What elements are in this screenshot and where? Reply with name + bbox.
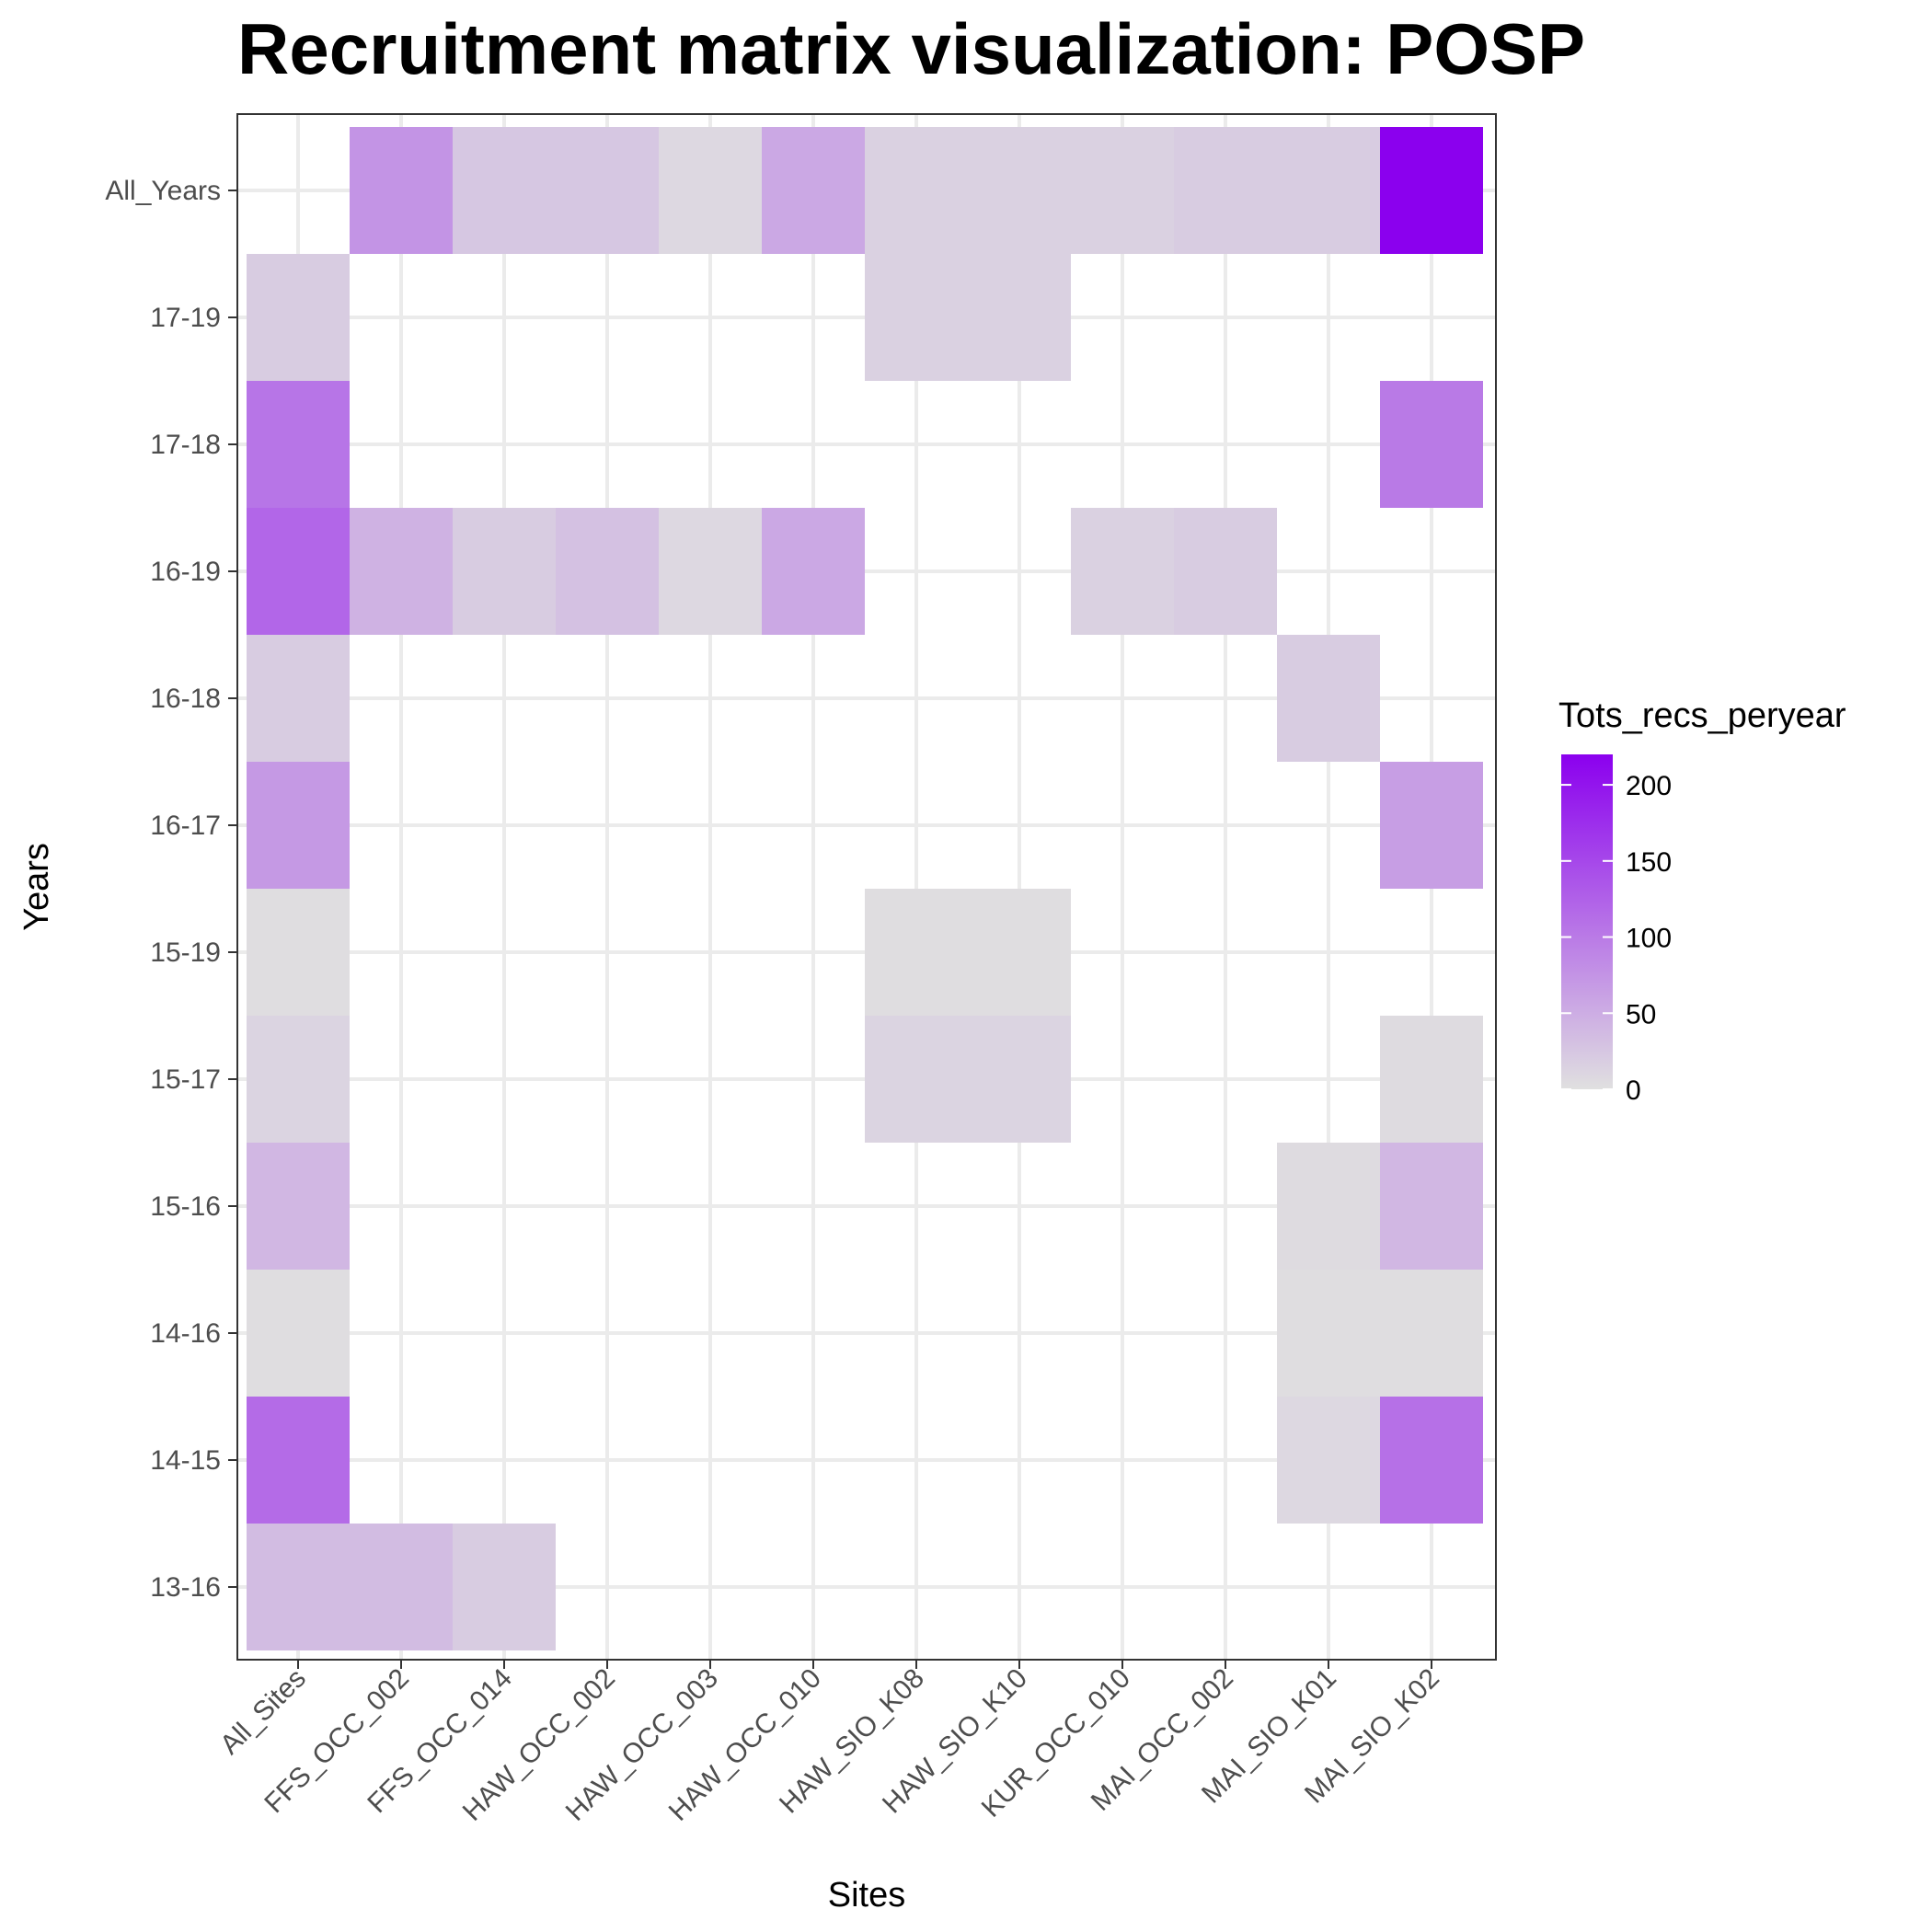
heatmap-cell-mai_sio_k02-15-17 [1380, 1016, 1483, 1143]
heatmap-cell-all_sites-15-16 [247, 1143, 350, 1270]
heatmap-cell-haw_sio_k10-15-17 [968, 1016, 1071, 1143]
heatmap-cell-all_sites-13-16 [247, 1524, 350, 1650]
heatmap-cell-kur_occ_010-16-19 [1071, 508, 1174, 635]
x-axis-title: Sites [828, 1876, 905, 1915]
heatmap-cell-all_sites-14-16 [247, 1270, 350, 1397]
heatmap-cell-haw_occ_003-all_years [659, 127, 762, 254]
y-tick-label: 15-19 [150, 937, 221, 968]
y-tick-label: 17-18 [150, 430, 221, 460]
legend-tick-label: 100 [1626, 924, 1672, 954]
heatmap-cell-all_sites-15-17 [247, 1016, 350, 1143]
y-tick-label: 13-16 [150, 1572, 221, 1603]
x-axis: All_SitesFFS_OCC_002FFS_OCC_014HAW_OCC_0… [214, 1660, 1445, 1827]
heatmap-cell-haw_sio_k08-17-19 [865, 254, 968, 381]
heatmap-cell-mai_sio_k01-15-16 [1277, 1143, 1380, 1270]
heatmap-cell-mai_sio_k02-14-15 [1380, 1397, 1483, 1524]
legend-tick-label: 0 [1626, 1075, 1641, 1106]
heatmap-cell-mai_sio_k01-14-16 [1277, 1270, 1380, 1397]
heatmap-cell-ffs_occ_014-16-19 [453, 508, 556, 635]
y-tick-label: 16-18 [150, 684, 221, 714]
heatmap-cell-haw_occ_003-16-19 [659, 508, 762, 635]
heatmap-cell-mai_sio_k02-all_years [1380, 127, 1483, 254]
heatmap-cell-ffs_occ_014-13-16 [453, 1524, 556, 1650]
legend-tick-label: 200 [1626, 771, 1672, 801]
legend-title: Tots_recs_peryear [1558, 696, 1846, 735]
y-tick-label: 16-19 [150, 557, 221, 587]
legend-colorbar [1561, 754, 1613, 1089]
y-tick-label: All_Years [105, 176, 221, 206]
heatmap-cell-haw_sio_k10-15-19 [968, 889, 1071, 1016]
heatmap-cell-mai_sio_k02-16-17 [1380, 762, 1483, 889]
heatmap-cell-mai_sio_k02-14-16 [1380, 1270, 1483, 1397]
y-tick-label: 15-16 [150, 1191, 221, 1222]
heatmap-cell-ffs_occ_002-16-19 [350, 508, 453, 635]
y-tick-label: 15-17 [150, 1064, 221, 1095]
y-tick-label: 17-19 [150, 303, 221, 333]
heatmap-cell-haw_occ_002-16-19 [556, 508, 659, 635]
heatmap-cell-ffs_occ_002-13-16 [350, 1524, 453, 1650]
plot-border [236, 113, 1497, 1661]
heatmap-cell-mai_sio_k01-all_years [1277, 127, 1380, 254]
heatmap-cell-haw_sio_k10-17-19 [968, 254, 1071, 381]
heatmap-cell-haw_occ_002-all_years [556, 127, 659, 254]
heatmap-cell-all_sites-16-19 [247, 508, 350, 635]
heatmap-cell-haw_sio_k08-15-17 [865, 1016, 968, 1143]
heatmap-cell-mai_occ_002-all_years [1174, 127, 1277, 254]
heatmap-cell-ffs_occ_014-all_years [453, 127, 556, 254]
heatmap-cell-haw_occ_010-16-19 [762, 508, 865, 635]
y-tick-label: 16-17 [150, 811, 221, 841]
y-axis: All_Years 17-19 17-18 16-19 16-18 16-17 15-19 1… [105, 176, 237, 1603]
heatmap-cell-mai_sio_k02-15-16 [1380, 1143, 1483, 1270]
heatmap-cell-ffs_occ_002-all_years [350, 127, 453, 254]
heatmap-cell-haw_sio_k10-all_years [968, 127, 1071, 254]
heatmap-cell-haw_occ_010-all_years [762, 127, 865, 254]
chart-title: Recruitment matrix visualization: POSP [237, 8, 1585, 89]
heatmap-cell-all_sites-16-17 [247, 762, 350, 889]
heatmap-cell-all_sites-17-18 [247, 381, 350, 508]
heatmap-cell-haw_sio_k08-all_years [865, 127, 968, 254]
heatmap-cell-all_sites-15-19 [247, 889, 350, 1016]
y-axis-title: Years [17, 843, 56, 931]
legend-ticks: 0 50 100 150 200 [1561, 771, 1672, 1106]
y-tick-label: 14-15 [150, 1445, 221, 1476]
heatmap-cell-kur_occ_010-all_years [1071, 127, 1174, 254]
heatmap-cell-mai_sio_k01-16-18 [1277, 635, 1380, 762]
heatmap-cell-mai_sio_k02-17-18 [1380, 381, 1483, 508]
heatmap-cell-all_sites-14-15 [247, 1397, 350, 1524]
heatmap-cells [247, 127, 1483, 1650]
heatmap-cell-mai_sio_k01-14-15 [1277, 1397, 1380, 1524]
heatmap-cell-all_sites-16-18 [247, 635, 350, 762]
heatmap-cell-haw_sio_k08-15-19 [865, 889, 968, 1016]
y-tick-label: 14-16 [150, 1318, 221, 1349]
legend-tick-label: 50 [1626, 999, 1656, 1029]
heatmap-cell-mai_occ_002-16-19 [1174, 508, 1277, 635]
legend-tick-label: 150 [1626, 847, 1672, 878]
legend: Tots_recs_peryear 0 50 100 150 200 [1558, 696, 1846, 1106]
x-tick-label: All_Sites [214, 1663, 312, 1761]
heatmap-cell-all_sites-17-19 [247, 254, 350, 381]
